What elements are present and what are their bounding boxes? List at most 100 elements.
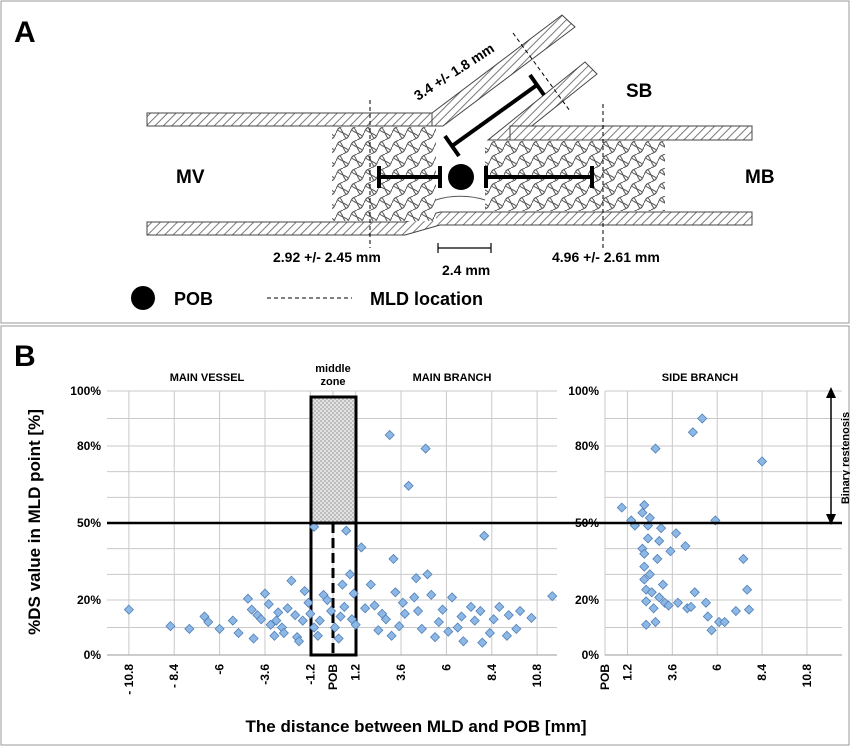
data-point <box>680 541 691 552</box>
data-point <box>341 525 352 536</box>
data-point <box>515 605 526 617</box>
data-point <box>452 622 463 633</box>
plot-side: 0%20%50%80%100% POB 1.2 3.6 6 8.4 10.8 <box>568 384 842 690</box>
data-point <box>511 623 522 634</box>
y-tick-label: 50% <box>77 516 101 530</box>
data-point <box>547 591 558 602</box>
y-tick-label: 80% <box>77 439 101 453</box>
data-point <box>656 523 667 534</box>
data-point <box>333 633 344 644</box>
distance-bar-sb-cap2 <box>528 73 546 97</box>
data-point <box>265 619 276 630</box>
x-tick-label: - 10.8 <box>122 664 136 695</box>
data-point <box>456 611 467 622</box>
section-middle-2: zone <box>320 376 345 388</box>
data-point <box>184 623 195 634</box>
y-tick-label: 20% <box>575 593 599 607</box>
label-dist-mb: 4.96 +/- 2.61 mm <box>552 249 660 265</box>
data-point <box>123 604 134 615</box>
data-point <box>689 587 700 598</box>
data-point <box>458 636 469 647</box>
mld-line-sb <box>512 32 571 112</box>
section-middle-1: middle <box>315 363 350 375</box>
data-point <box>384 429 395 441</box>
x-tick-label: 3.6 <box>665 664 679 681</box>
data-point <box>665 546 676 557</box>
data-point <box>641 619 652 630</box>
distance-bar-sb <box>450 83 539 148</box>
x-tick-label: 8.4 <box>485 664 499 681</box>
data-point <box>670 528 682 539</box>
data-point <box>420 443 431 454</box>
data-point <box>652 553 663 564</box>
distance-bar-sb-cap1 <box>443 134 461 158</box>
data-point <box>687 427 698 438</box>
data-point <box>654 535 665 547</box>
x-tick-label: -3.6 <box>258 664 272 685</box>
data-point <box>329 622 340 633</box>
data-point <box>719 616 730 628</box>
x-tick-label: 3.6 <box>394 664 408 681</box>
data-point <box>437 604 448 615</box>
label-sb: SB <box>626 81 652 102</box>
x-tick-label: 6 <box>710 664 724 671</box>
data-point <box>743 604 755 615</box>
plot-main: 0% 20% 50% 80% 100% - 10.8 - 8.4 -6 -3.6 -1.2 POB… <box>70 384 558 695</box>
x-tick-label: 10.8 <box>800 664 814 688</box>
y-tick-label: 20% <box>77 593 101 607</box>
x-tick-label: POB <box>598 664 612 690</box>
data-point <box>639 561 650 572</box>
plot-side-x-ticks: POB 1.2 3.6 6 8.4 10.8 <box>598 664 814 690</box>
data-point <box>637 507 648 518</box>
panel-a-label: A <box>14 16 36 49</box>
data-point <box>397 597 408 608</box>
data-point <box>403 480 414 491</box>
data-point <box>339 601 350 612</box>
legend: POB MLD location <box>131 286 483 310</box>
data-point <box>309 622 320 633</box>
data-point <box>503 610 514 621</box>
data-point <box>348 588 359 599</box>
carina <box>435 195 486 201</box>
data-point <box>443 626 454 637</box>
data-point <box>337 579 348 590</box>
data-point <box>350 619 361 630</box>
data-point <box>303 597 314 608</box>
data-point <box>642 533 654 544</box>
data-point <box>757 456 768 467</box>
data-point <box>412 605 424 617</box>
x-tick-label: -1.2 <box>303 664 317 685</box>
data-point <box>639 499 650 511</box>
y-tick-label: 80% <box>575 439 599 453</box>
x-axis-title: The distance between MLD and POB [mm] <box>246 717 587 736</box>
main-branch-top-wall <box>509 125 753 141</box>
main-vessel-bottom-wall <box>146 211 753 236</box>
data-point <box>394 621 405 632</box>
data-point <box>386 630 397 641</box>
data-point <box>269 630 280 641</box>
data-point <box>672 597 683 608</box>
data-point <box>411 573 422 584</box>
data-point <box>299 585 310 597</box>
y-tick-label: 100% <box>568 384 599 398</box>
data-point <box>297 615 308 626</box>
data-point <box>477 637 488 648</box>
y-axis-title: %DS value in MLD point [%] <box>25 409 44 635</box>
data-point <box>644 569 655 580</box>
data-point <box>416 623 427 634</box>
data-point <box>214 623 225 634</box>
data-point <box>465 601 477 612</box>
data-point <box>356 542 367 553</box>
data-point <box>246 604 257 615</box>
legend-mld-label: MLD location <box>370 289 483 309</box>
data-point <box>286 575 297 586</box>
data-point <box>702 611 713 622</box>
data-point <box>259 588 271 599</box>
data-point <box>526 612 537 623</box>
y-tick-label: 0% <box>582 648 600 662</box>
section-side-branch: SIDE BRANCH <box>662 372 738 384</box>
data-point <box>663 600 674 611</box>
data-point <box>248 633 259 644</box>
data-point <box>314 615 325 626</box>
data-point <box>293 636 305 647</box>
